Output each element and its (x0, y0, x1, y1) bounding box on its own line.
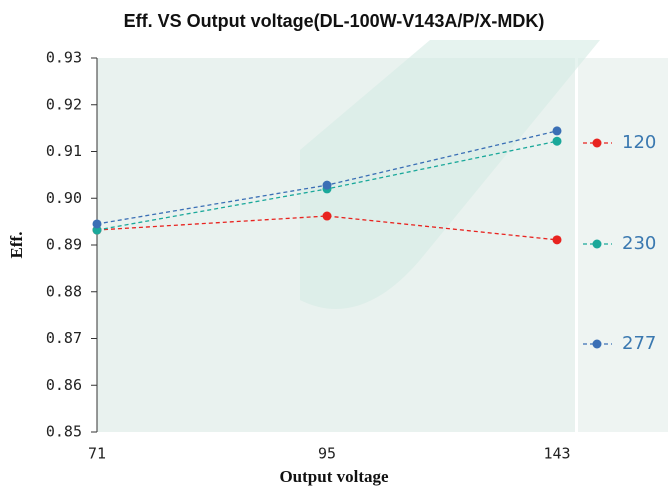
y-tick-label: 0.91 (46, 142, 82, 160)
legend-dot (592, 239, 602, 249)
legend-dot (592, 339, 602, 349)
x-tick-label: 95 (318, 445, 336, 463)
y-tick-label: 0.89 (46, 236, 82, 254)
data-point (552, 235, 562, 245)
data-point (322, 180, 332, 190)
y-tick-label: 0.93 (46, 49, 82, 67)
data-point (322, 211, 332, 221)
legend-label: 230 (622, 233, 656, 254)
y-tick-label: 0.90 (46, 189, 82, 207)
data-point (552, 126, 562, 136)
watermark (300, 40, 600, 309)
y-tick-label: 0.92 (46, 95, 82, 113)
legend-label: 120 (622, 132, 656, 153)
chart-title: Eff. VS Output voltage(DL-100W-V143A/P/X… (124, 11, 545, 31)
y-tick-label: 0.87 (46, 329, 82, 347)
data-point (552, 136, 562, 146)
legend-dot (592, 138, 602, 148)
y-tick-label: 0.85 (46, 423, 82, 441)
legend-label: 277 (622, 333, 656, 354)
y-tick-label: 0.88 (46, 282, 82, 300)
y-axis-label: Eff. (7, 232, 26, 259)
data-point (92, 219, 102, 229)
y-tick-label: 0.86 (46, 376, 82, 394)
x-tick-label: 71 (88, 445, 106, 463)
x-tick-label: 143 (543, 445, 570, 463)
x-axis-label: Output voltage (279, 467, 389, 486)
